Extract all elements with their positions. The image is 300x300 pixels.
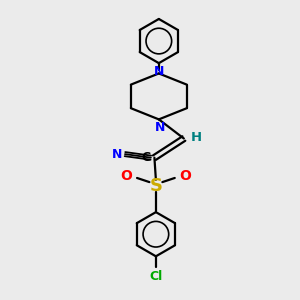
Text: O: O — [121, 169, 132, 183]
Text: N: N — [154, 65, 164, 78]
Text: H: H — [190, 130, 202, 143]
Text: Cl: Cl — [149, 270, 163, 284]
Text: C: C — [142, 151, 151, 164]
Text: N: N — [155, 121, 166, 134]
Text: N: N — [112, 148, 122, 160]
Text: S: S — [149, 177, 162, 195]
Text: O: O — [179, 169, 191, 183]
